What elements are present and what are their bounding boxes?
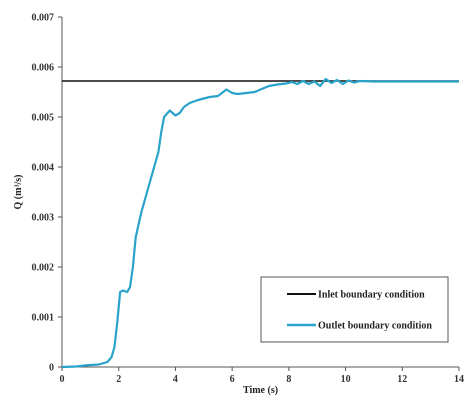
legend-label-inlet: Inlet boundary condition bbox=[318, 290, 425, 301]
axes bbox=[61, 17, 459, 368]
x-tick-label: 10 bbox=[341, 374, 351, 385]
x-tick-label: 0 bbox=[60, 374, 65, 385]
legend-label-outlet: Outlet boundary condition bbox=[318, 321, 432, 332]
y-tick-label: 0.006 bbox=[32, 63, 55, 74]
x-tick-label: 4 bbox=[173, 374, 178, 385]
series-layer bbox=[61, 77, 459, 369]
y-tick-label: 0.002 bbox=[32, 263, 55, 274]
y-axis-title: Q (m³/s) bbox=[13, 175, 24, 210]
ticks: 0 2 4 6 8 10 12 14 0 0.001 0.002 0.003 0.004 0.005 0.0… bbox=[32, 13, 465, 386]
x-tick-label: 14 bbox=[454, 374, 464, 385]
outlet-series-line bbox=[61, 77, 459, 369]
y-tick-label: 0 bbox=[49, 363, 54, 374]
y-tick-label: 0.003 bbox=[32, 213, 55, 224]
x-tick-label: 2 bbox=[116, 374, 121, 385]
y-tick-label: 0.005 bbox=[32, 113, 55, 124]
y-tick-label: 0.007 bbox=[32, 13, 55, 24]
x-tick-label: 6 bbox=[230, 374, 235, 385]
x-tick-label: 12 bbox=[397, 374, 407, 385]
legend-box bbox=[260, 276, 449, 343]
y-tick-label: 0.001 bbox=[32, 313, 55, 324]
x-tick-label: 8 bbox=[286, 374, 291, 385]
y-tick-label: 0.004 bbox=[32, 163, 55, 174]
x-axis-title: Time (s) bbox=[243, 385, 278, 396]
legend: Inlet boundary condition Outlet boundary… bbox=[260, 276, 449, 343]
